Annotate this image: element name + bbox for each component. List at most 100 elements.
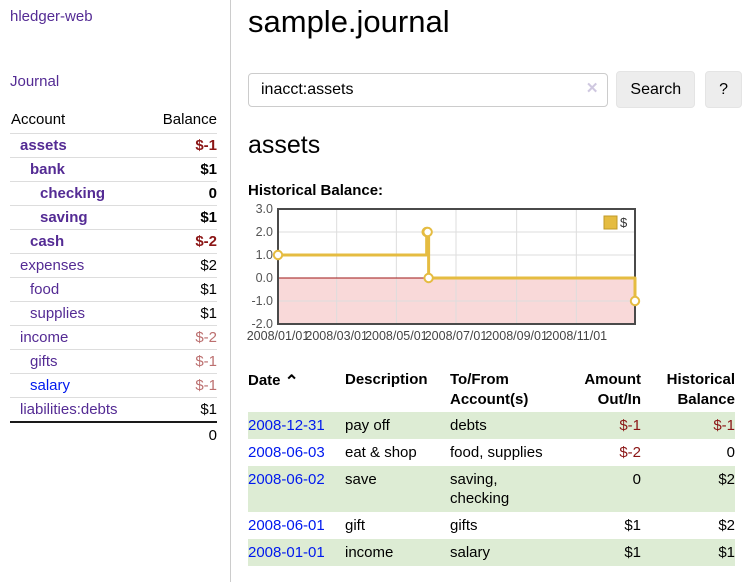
account-link[interactable]: expenses bbox=[20, 257, 85, 274]
transaction-date-link[interactable]: 2008-12-31 bbox=[248, 417, 325, 434]
y-tick-label: -2.0 bbox=[251, 317, 273, 331]
register-table: Date ⌃ Description To/From Account(s) Amo… bbox=[248, 368, 735, 566]
account-balance: $-2 bbox=[146, 229, 217, 254]
search-input[interactable] bbox=[248, 73, 609, 107]
accounts-total-row: 0 bbox=[10, 421, 217, 448]
search-button[interactable]: Search bbox=[616, 71, 696, 108]
data-point-marker bbox=[272, 249, 284, 261]
transaction-row: 2008-12-31 pay off debts $-1 $-1 bbox=[248, 412, 735, 439]
transaction-accounts: food, supplies bbox=[450, 444, 543, 461]
x-tick-label: 2008/01/01 bbox=[247, 329, 310, 343]
account-row: bank $1 bbox=[10, 157, 217, 182]
app-title-link[interactable]: hledger-web bbox=[10, 8, 93, 25]
transaction-row: 2008-06-02 save saving, checking 0 $2 bbox=[248, 466, 735, 512]
historical-balance-chart: $3.0 2.0 1.0 0.0 -1.0 -2.0 2008/01/01 2008/03/0… bbox=[247, 202, 742, 351]
account-row: gifts $-1 bbox=[10, 349, 217, 374]
account-row: expenses $2 bbox=[10, 253, 217, 278]
account-link[interactable]: gifts bbox=[30, 353, 58, 370]
search-form: ✕ Search ? bbox=[248, 71, 742, 108]
transaction-row: 2008-01-01 income salary $1 $1 bbox=[248, 539, 735, 566]
transaction-accounts: saving, checking bbox=[450, 471, 510, 507]
main-content: sample.journal ✕ Search ? assets Histori… bbox=[247, 0, 742, 566]
account-balance: $-2 bbox=[146, 325, 217, 350]
transaction-row: 2008-06-03 eat & shop food, supplies $-2 0 bbox=[248, 439, 735, 466]
transaction-description: income bbox=[345, 544, 394, 561]
transaction-amount: 0 bbox=[632, 471, 641, 488]
register-header-accounts: To/From Account(s) bbox=[450, 371, 529, 408]
x-tick-label: 2008/07/01 bbox=[425, 329, 488, 343]
data-point-marker bbox=[422, 226, 433, 238]
account-link[interactable]: bank bbox=[30, 161, 66, 178]
account-heading: assets bbox=[248, 131, 321, 159]
transaction-date-link[interactable]: 2008-06-01 bbox=[248, 517, 325, 534]
account-balance: 0 bbox=[146, 181, 217, 206]
sort-ascending-icon: ⌃ bbox=[284, 372, 299, 391]
transaction-balance: $-1 bbox=[713, 417, 735, 434]
y-tick-label: 1.0 bbox=[256, 248, 273, 262]
data-point-marker bbox=[423, 272, 434, 284]
account-link[interactable]: checking bbox=[40, 185, 106, 202]
account-link[interactable]: liabilities:debts bbox=[20, 401, 118, 418]
account-link[interactable]: cash bbox=[30, 233, 65, 250]
legend-swatch bbox=[603, 215, 618, 230]
y-tick-label: 3.0 bbox=[256, 202, 273, 216]
account-row: liabilities:debts $1 bbox=[10, 397, 217, 422]
accounts-header-account: Account bbox=[11, 111, 66, 128]
account-row: income $-2 bbox=[10, 325, 217, 350]
account-balance: $1 bbox=[146, 157, 217, 182]
data-point-marker bbox=[629, 295, 641, 307]
account-row: checking 0 bbox=[10, 181, 217, 206]
transaction-amount: $1 bbox=[624, 517, 641, 534]
transaction-balance: $1 bbox=[718, 544, 735, 561]
account-link[interactable]: assets bbox=[20, 137, 67, 154]
account-balance: $1 bbox=[146, 301, 217, 326]
accounts-total-value: 0 bbox=[10, 421, 217, 448]
chart-title: Historical Balance: bbox=[248, 182, 384, 199]
transaction-balance: $2 bbox=[718, 471, 735, 488]
account-balance: $2 bbox=[146, 253, 217, 278]
transaction-amount: $-2 bbox=[619, 444, 641, 461]
account-balance: $1 bbox=[146, 205, 217, 230]
register-header-date[interactable]: Date ⌃ bbox=[248, 372, 299, 391]
account-balance: $-1 bbox=[146, 373, 217, 398]
account-row: cash $-2 bbox=[10, 229, 217, 254]
account-row: salary $-1 bbox=[10, 373, 217, 398]
register-header-description: Description bbox=[345, 371, 428, 388]
account-link[interactable]: food bbox=[30, 281, 60, 298]
transaction-amount: $1 bbox=[624, 544, 641, 561]
account-balance: $-1 bbox=[146, 133, 217, 158]
x-tick-label: 2008/09/01 bbox=[485, 329, 548, 343]
transaction-amount: $-1 bbox=[619, 417, 641, 434]
accounts-header-balance: Balance bbox=[162, 111, 217, 128]
account-link[interactable]: supplies bbox=[30, 305, 86, 322]
account-balance: $1 bbox=[146, 397, 217, 422]
register-header-row: Date ⌃ Description To/From Account(s) Amo… bbox=[248, 368, 735, 412]
chart-canvas: $3.0 2.0 1.0 0.0 -1.0 -2.02008/01/012008/03/0… bbox=[247, 202, 641, 343]
page-title: sample.journal bbox=[248, 4, 450, 39]
account-link[interactable]: saving bbox=[40, 209, 88, 226]
account-row: supplies $1 bbox=[10, 301, 217, 326]
account-balance: $-1 bbox=[146, 349, 217, 374]
account-link[interactable]: salary bbox=[30, 377, 71, 394]
transaction-description: save bbox=[345, 471, 377, 488]
help-button[interactable]: ? bbox=[705, 71, 742, 108]
transaction-row: 2008-06-01 gift gifts $1 $2 bbox=[248, 512, 735, 539]
transaction-accounts: salary bbox=[450, 544, 491, 561]
sidebar: hledger-web Journal Account Balance asse… bbox=[0, 0, 231, 582]
register-header-amount: Amount Out/In bbox=[584, 371, 641, 408]
transaction-date-link[interactable]: 2008-01-01 bbox=[248, 544, 325, 561]
transaction-date-link[interactable]: 2008-06-02 bbox=[248, 471, 325, 488]
accounts-table: Account Balance assets $-1 bank $1 checking 0… bbox=[10, 107, 217, 448]
transaction-date-link[interactable]: 2008-06-03 bbox=[248, 444, 325, 461]
y-tick-label: 2.0 bbox=[256, 225, 273, 239]
y-tick-label: -1.0 bbox=[251, 294, 273, 308]
account-link[interactable]: income bbox=[20, 329, 69, 346]
legend-label: $ bbox=[620, 215, 628, 230]
account-row: saving $1 bbox=[10, 205, 217, 230]
transaction-description: pay off bbox=[345, 417, 390, 434]
x-tick-label: 2008/05/01 bbox=[365, 329, 428, 343]
transaction-description: eat & shop bbox=[345, 444, 417, 461]
transaction-balance: $2 bbox=[718, 517, 735, 534]
sidebar-item-journal[interactable]: Journal bbox=[10, 73, 60, 90]
clear-search-icon[interactable]: ✕ bbox=[585, 80, 599, 97]
